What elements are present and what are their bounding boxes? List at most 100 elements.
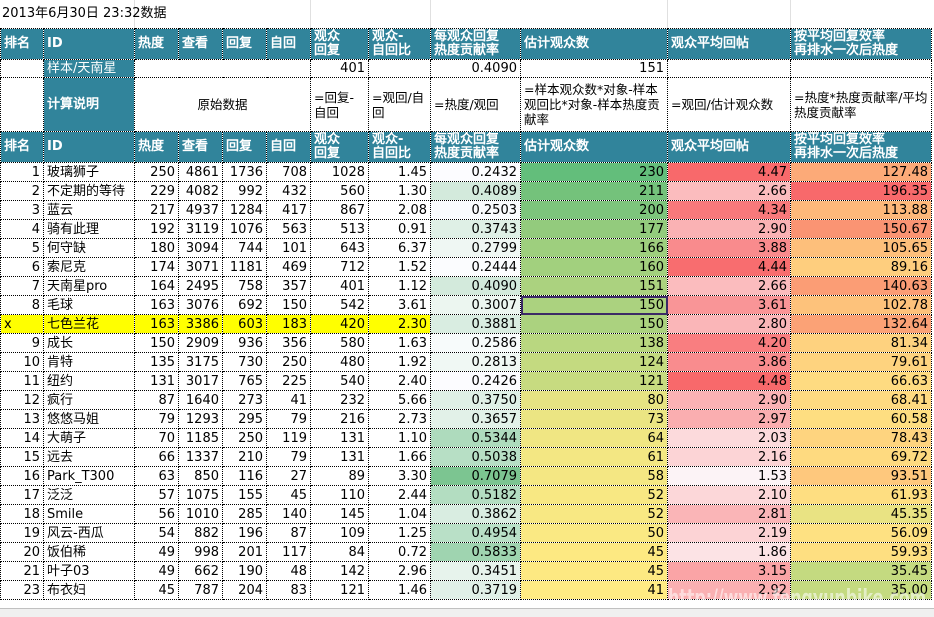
heat-cell[interactable]: 250 xyxy=(134,162,179,182)
views-cell[interactable]: 1640 xyxy=(178,390,223,410)
id-cell[interactable]: 悠悠马姐 xyxy=(43,409,135,429)
contribution-cell[interactable]: 0.2799 xyxy=(430,238,521,258)
heat-cell[interactable]: 163 xyxy=(134,295,179,315)
ratio-cell[interactable]: 3.30 xyxy=(368,466,431,486)
est-viewers-cell[interactable]: 58 xyxy=(520,466,668,486)
viewer-replies-cell[interactable]: 142 xyxy=(310,561,369,581)
rescore-cell[interactable]: 150.67 xyxy=(790,219,932,239)
header-views[interactable]: 查看 xyxy=(178,131,223,163)
explanation-label[interactable]: 计算说明 xyxy=(43,77,135,132)
self-replies-cell[interactable]: 87 xyxy=(266,523,311,543)
heat-cell[interactable]: 164 xyxy=(134,276,179,296)
rank-cell[interactable]: 14 xyxy=(0,428,44,448)
views-cell[interactable]: 4937 xyxy=(178,200,223,220)
rank-cell[interactable]: 1 xyxy=(0,162,44,182)
avg-posts-cell[interactable]: 2.80 xyxy=(667,314,791,334)
views-cell[interactable]: 787 xyxy=(178,580,223,600)
views-cell[interactable]: 3094 xyxy=(178,238,223,258)
avg-posts-cell[interactable]: 3.15 xyxy=(667,561,791,581)
ratio-cell[interactable]: 1.46 xyxy=(368,580,431,600)
id-cell[interactable]: 疯行 xyxy=(43,390,135,410)
id-cell[interactable]: 肯特 xyxy=(43,352,135,372)
header-rescore[interactable]: 按平均回复效率 再排水一次后热度 xyxy=(790,28,932,60)
header-est-viewers[interactable]: 估计观众数 xyxy=(520,28,668,60)
viewer-replies-cell[interactable]: 867 xyxy=(310,200,369,220)
est-viewers-cell[interactable]: 124 xyxy=(520,352,668,372)
views-cell[interactable]: 882 xyxy=(178,523,223,543)
id-cell[interactable]: 远去 xyxy=(43,447,135,467)
self-replies-cell[interactable]: 140 xyxy=(266,504,311,524)
ratio-cell[interactable]: 1.92 xyxy=(368,352,431,372)
header-replies[interactable]: 回复 xyxy=(222,28,267,60)
avg-posts-cell[interactable]: 2.19 xyxy=(667,523,791,543)
est-viewers-cell[interactable]: 166 xyxy=(520,238,668,258)
avg-posts-cell[interactable]: 4.34 xyxy=(667,200,791,220)
heat-cell[interactable]: 87 xyxy=(134,390,179,410)
viewer-replies-cell[interactable]: 131 xyxy=(310,447,369,467)
ratio-cell[interactable]: 1.30 xyxy=(368,181,431,201)
contribution-cell[interactable]: 0.3743 xyxy=(430,219,521,239)
viewer-replies-cell[interactable]: 542 xyxy=(310,295,369,315)
explanation-avg-post[interactable]: =观回/估计观众数 xyxy=(667,77,791,132)
rescore-cell[interactable]: 140.63 xyxy=(790,276,932,296)
rank-cell[interactable]: 21 xyxy=(0,561,44,581)
rank-cell[interactable]: 19 xyxy=(0,523,44,543)
header-self-replies[interactable]: 自回 xyxy=(266,28,311,60)
contribution-cell[interactable]: 0.3451 xyxy=(430,561,521,581)
viewer-replies-cell[interactable]: 401 xyxy=(310,276,369,296)
header-contribution[interactable]: 每观众回复 热度贡献率 xyxy=(430,28,521,60)
heat-cell[interactable]: 229 xyxy=(134,181,179,201)
replies-cell[interactable]: 1181 xyxy=(222,257,267,277)
rescore-cell[interactable]: 93.51 xyxy=(790,466,932,486)
id-cell[interactable]: 何守缺 xyxy=(43,238,135,258)
self-replies-cell[interactable]: 250 xyxy=(266,352,311,372)
rank-cell[interactable]: 12 xyxy=(0,390,44,410)
avg-posts-cell[interactable]: 2.03 xyxy=(667,428,791,448)
rank-cell[interactable]: x xyxy=(0,314,44,334)
rank-cell[interactable]: 4 xyxy=(0,219,44,239)
est-viewers-cell[interactable]: 150 xyxy=(520,295,668,315)
heat-cell[interactable]: 192 xyxy=(134,219,179,239)
ratio-cell[interactable]: 0.72 xyxy=(368,542,431,562)
avg-posts-cell[interactable]: 2.90 xyxy=(667,219,791,239)
views-cell[interactable]: 3119 xyxy=(178,219,223,239)
avg-posts-cell[interactable]: 2.66 xyxy=(667,276,791,296)
contribution-cell[interactable]: 0.3862 xyxy=(430,504,521,524)
est-viewers-cell[interactable]: 150 xyxy=(520,314,668,334)
ratio-cell[interactable]: 2.08 xyxy=(368,200,431,220)
heat-cell[interactable]: 70 xyxy=(134,428,179,448)
replies-cell[interactable]: 1736 xyxy=(222,162,267,182)
ratio-cell[interactable]: 5.66 xyxy=(368,390,431,410)
header-id[interactable]: ID xyxy=(43,131,135,163)
rescore-cell[interactable]: 127.48 xyxy=(790,162,932,182)
header-heat[interactable]: 热度 xyxy=(134,131,179,163)
ratio-cell[interactable]: 1.12 xyxy=(368,276,431,296)
ratio-cell[interactable]: 0.91 xyxy=(368,219,431,239)
id-cell[interactable]: 纽约 xyxy=(43,371,135,391)
ratio-cell[interactable]: 2.30 xyxy=(368,314,431,334)
views-cell[interactable]: 3076 xyxy=(178,295,223,315)
avg-posts-cell[interactable]: 2.66 xyxy=(667,181,791,201)
self-replies-cell[interactable]: 101 xyxy=(266,238,311,258)
heat-cell[interactable]: 49 xyxy=(134,542,179,562)
self-replies-cell[interactable]: 79 xyxy=(266,447,311,467)
contribution-cell[interactable]: 0.5833 xyxy=(430,542,521,562)
rank-cell[interactable]: 18 xyxy=(0,504,44,524)
heat-cell[interactable]: 49 xyxy=(134,561,179,581)
id-cell[interactable]: 骑有此理 xyxy=(43,219,135,239)
ratio-cell[interactable]: 1.52 xyxy=(368,257,431,277)
replies-cell[interactable]: 155 xyxy=(222,485,267,505)
header-rank[interactable]: 排名 xyxy=(0,131,44,163)
replies-cell[interactable]: 744 xyxy=(222,238,267,258)
replies-cell[interactable]: 936 xyxy=(222,333,267,353)
contribution-cell[interactable]: 0.2586 xyxy=(430,333,521,353)
viewer-replies-cell[interactable]: 513 xyxy=(310,219,369,239)
header-contribution[interactable]: 每观众回复 热度贡献率 xyxy=(430,131,521,163)
views-cell[interactable]: 1293 xyxy=(178,409,223,429)
avg-posts-cell[interactable]: 2.16 xyxy=(667,447,791,467)
explanation-viewer-reply[interactable]: =回复-自回 xyxy=(310,77,369,132)
est-viewers-cell[interactable]: 151 xyxy=(520,276,668,296)
cell[interactable] xyxy=(790,59,932,78)
rescore-cell[interactable]: 69.72 xyxy=(790,447,932,467)
rank-cell[interactable]: 20 xyxy=(0,542,44,562)
